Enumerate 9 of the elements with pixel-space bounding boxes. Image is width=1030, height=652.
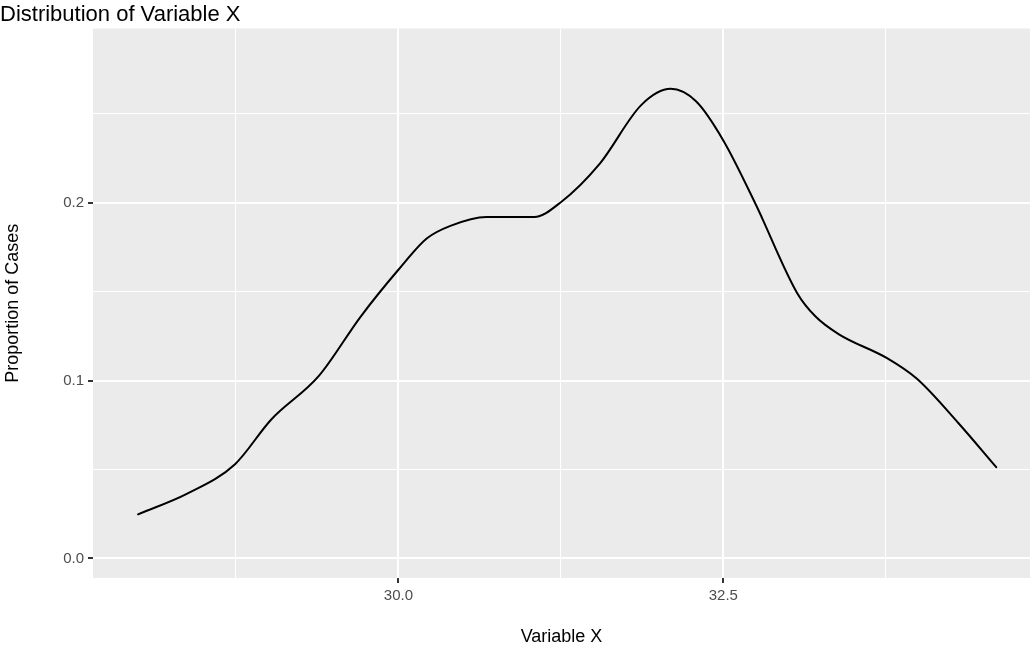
x-tick-label: 30.0 bbox=[383, 586, 413, 604]
x-axis-title: Variable X bbox=[520, 626, 603, 647]
y-tick-label: 0.2 bbox=[63, 192, 84, 210]
y-tick-label: 0.0 bbox=[63, 548, 84, 566]
chart-title: Distribution of Variable X bbox=[0, 1, 241, 27]
line-series bbox=[137, 87, 998, 516]
y-tick-label: 0.1 bbox=[63, 370, 84, 388]
x-tick-label: 32.5 bbox=[708, 586, 738, 604]
y-axis-title: Proportion of Cases bbox=[1, 223, 22, 383]
